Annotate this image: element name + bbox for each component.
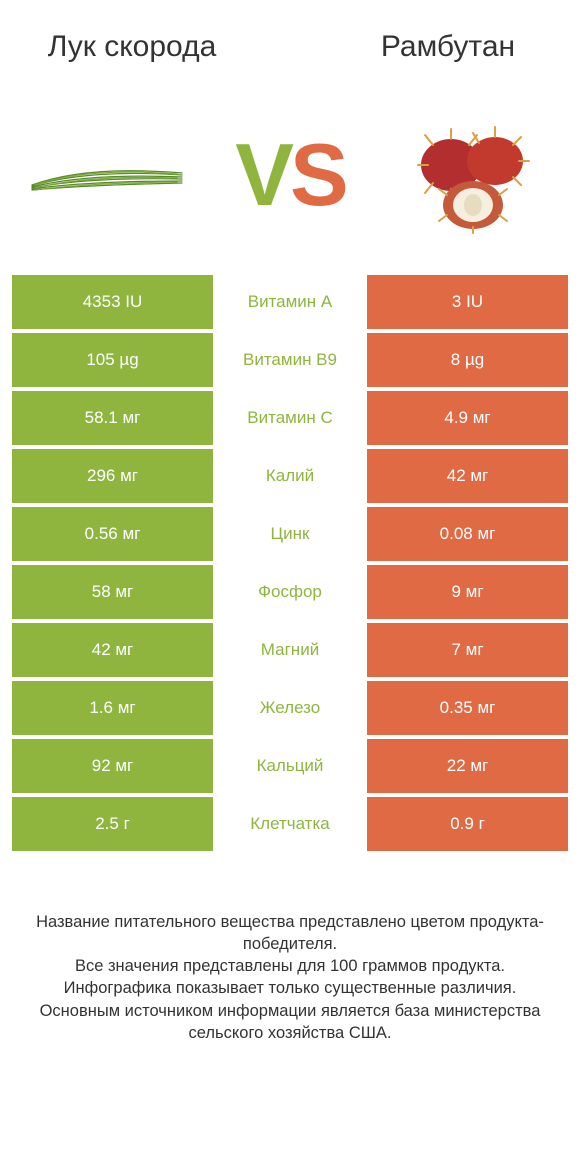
right-value: 0.35 мг [367,681,568,735]
nutrient-row: 105 µgВитамин B98 µg [12,333,568,387]
left-value: 92 мг [12,739,213,793]
nutrient-name: Калий [213,449,367,503]
rambutan-icon [403,115,543,235]
right-product-title: Рамбутан [348,30,548,65]
right-value: 22 мг [367,739,568,793]
right-value: 3 IU [367,275,568,329]
footnote-line: Название питательного вещества представл… [26,911,554,956]
footnote-line: Инфографика показывает только существенн… [26,977,554,999]
left-value: 4353 IU [12,275,213,329]
nutrient-row: 4353 IUВитамин A3 IU [12,275,568,329]
nutrient-name: Витамин C [213,391,367,445]
nutrient-name: Клетчатка [213,797,367,851]
nutrient-name: Кальций [213,739,367,793]
right-value: 9 мг [367,565,568,619]
right-value: 7 мг [367,623,568,677]
nutrient-name: Витамин A [213,275,367,329]
left-product-title: Лук скорода [32,30,232,65]
vs-s: S [290,125,345,224]
nutrient-row: 58.1 мгВитамин C4.9 мг [12,391,568,445]
right-value: 4.9 мг [367,391,568,445]
right-value: 0.08 мг [367,507,568,561]
nutrient-row: 1.6 мгЖелезо0.35 мг [12,681,568,735]
left-value: 105 µg [12,333,213,387]
left-value: 296 мг [12,449,213,503]
nutrient-row: 58 мгФосфор9 мг [12,565,568,619]
chives-icon [27,155,187,195]
nutrient-row: 0.56 мгЦинк0.08 мг [12,507,568,561]
footnote: Название питательного вещества представл… [12,911,568,1045]
nutrient-name: Витамин B9 [213,333,367,387]
nutrient-row: 42 мгМагний7 мг [12,623,568,677]
nutrient-name: Цинк [213,507,367,561]
left-value: 2.5 г [12,797,213,851]
footnote-line: Основным источником информации является … [26,1000,554,1045]
right-value: 42 мг [367,449,568,503]
footnote-line: Все значения представлены для 100 граммо… [26,955,554,977]
left-value: 42 мг [12,623,213,677]
nutrient-row: 296 мгКалий42 мг [12,449,568,503]
right-value: 0.9 г [367,797,568,851]
left-value: 58 мг [12,565,213,619]
right-value: 8 µg [367,333,568,387]
nutrient-row: 92 мгКальций22 мг [12,739,568,793]
left-value: 1.6 мг [12,681,213,735]
nutrient-row: 2.5 гКлетчатка0.9 г [12,797,568,851]
nutrient-table: 4353 IUВитамин A3 IU105 µgВитамин B98 µg… [12,275,568,851]
vs-label: VS [235,131,344,219]
vs-v: V [235,125,290,224]
left-value: 58.1 мг [12,391,213,445]
nutrient-name: Железо [213,681,367,735]
left-value: 0.56 мг [12,507,213,561]
nutrient-name: Фосфор [213,565,367,619]
right-product-image [388,105,558,245]
left-product-image [22,105,192,245]
nutrient-name: Магний [213,623,367,677]
